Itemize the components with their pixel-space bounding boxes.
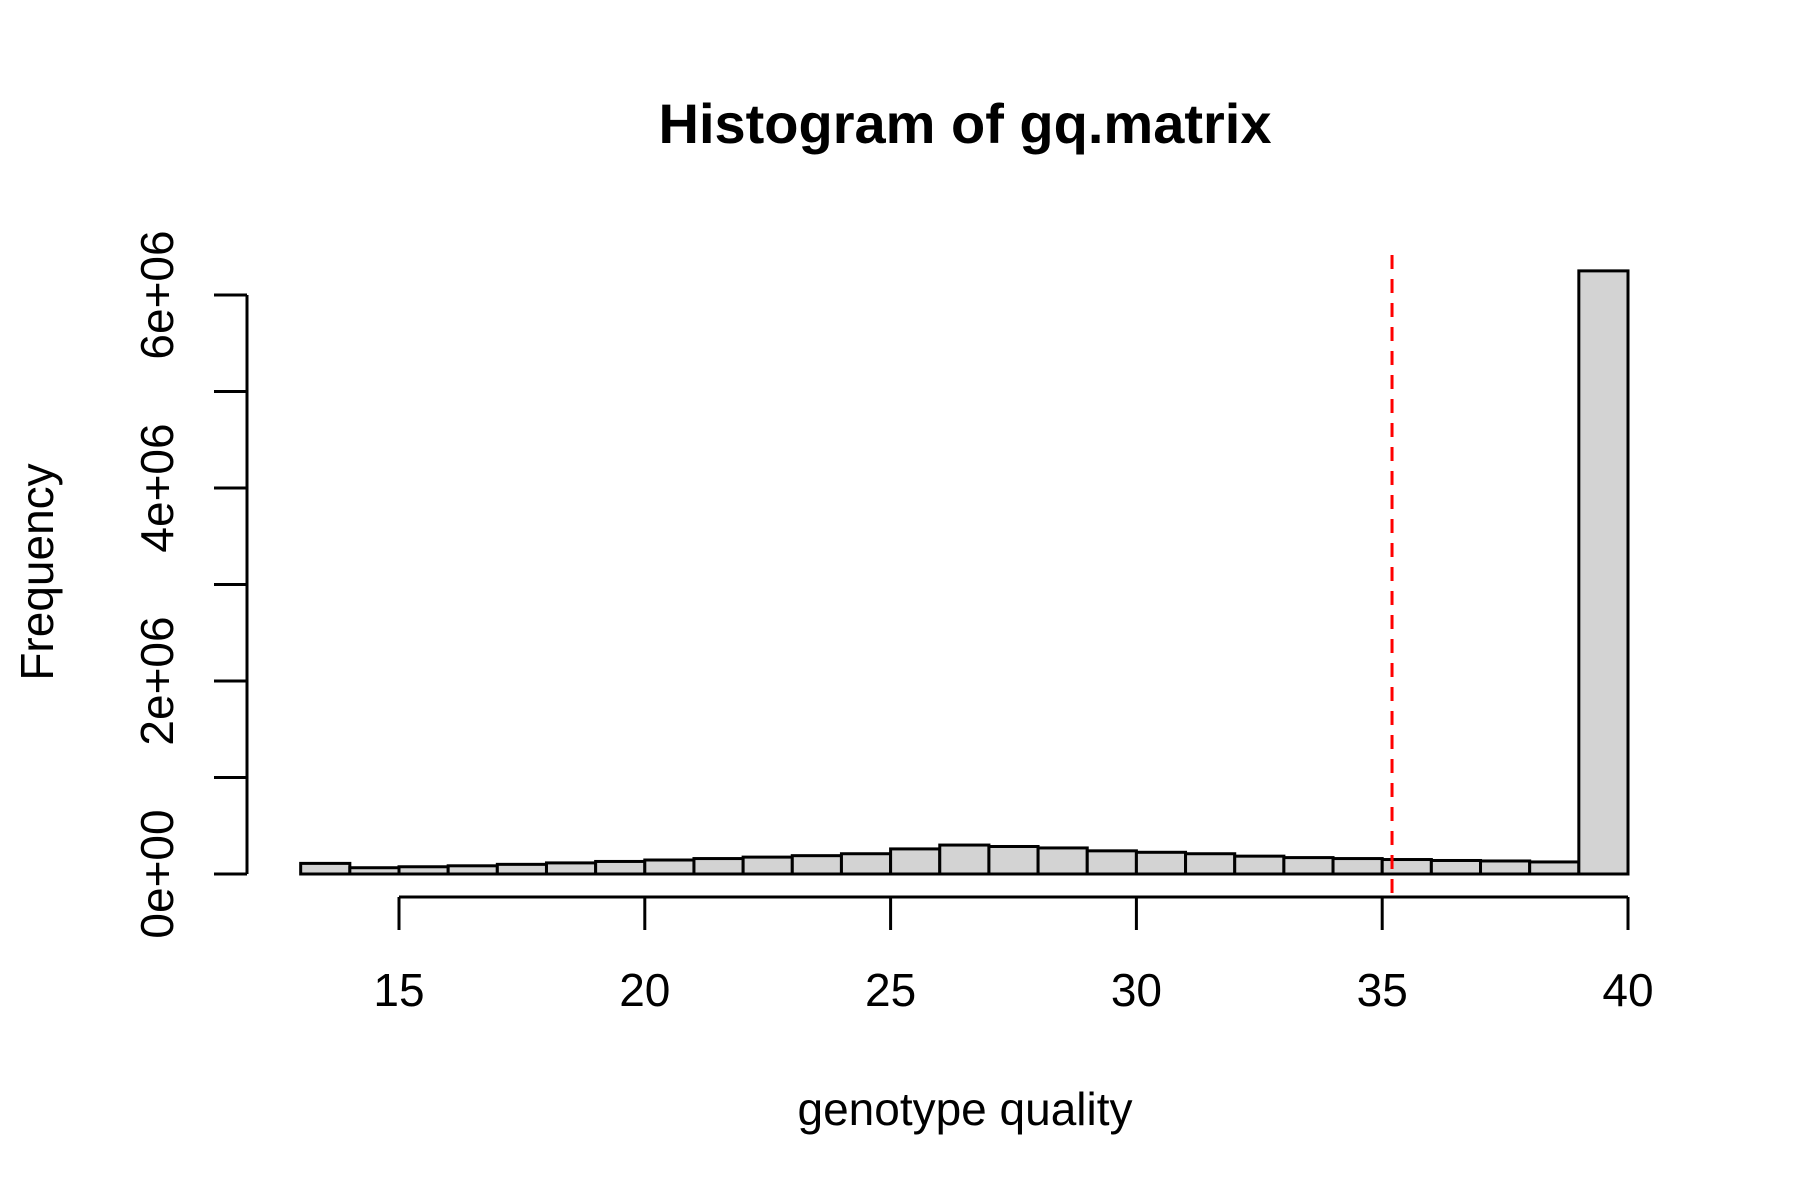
histogram-bar-15 [1036,846,1089,876]
y-tick-label-6: 6e+06 [131,230,183,359]
x-tick-label-4: 35 [1357,964,1408,1016]
histogram-bars [299,269,1630,876]
x-axis-label: genotype quality [797,1083,1132,1135]
x-tick-label-5: 40 [1602,964,1653,1016]
histogram-bar-0 [299,861,352,876]
y-tick-label-2: 2e+06 [131,616,183,745]
histogram-bar-21 [1331,857,1384,876]
histogram-bar-11 [839,852,893,876]
y-tick-label-4: 4e+06 [131,423,183,552]
histogram-bar-16 [1085,849,1138,876]
y-axis-label: Frequency [11,463,63,680]
histogram-bar-18 [1184,852,1237,876]
histogram-bar-24 [1479,859,1532,876]
x-axis: 15 20 25 30 35 40 [373,895,1654,1016]
histogram-bar-1 [348,866,401,876]
histogram-bar-13 [938,843,991,876]
histogram-bar-22 [1380,858,1433,876]
histogram-bar-26 [1577,269,1630,876]
histogram-bar-12 [889,847,942,876]
chart-title: Histogram of gq.matrix [659,92,1272,155]
histogram-bar-2 [397,865,450,876]
histogram-bar-5 [544,861,598,876]
x-tick-label-3: 30 [1111,964,1162,1016]
histogram-bar-10 [790,854,843,876]
histogram-bar-7 [643,858,696,876]
histogram-bar-9 [741,855,794,876]
histogram-bar-14 [987,844,1040,876]
histogram-bar-19 [1233,854,1286,876]
histogram-bar-3 [446,864,499,876]
y-axis: 0e+00 2e+06 4e+06 6e+06 [131,230,249,939]
histogram-bar-17 [1134,850,1188,876]
histogram-bar-8 [692,857,745,876]
histogram-bar-20 [1282,856,1335,876]
x-tick-label-2: 25 [865,964,916,1016]
histogram-bar-25 [1528,860,1581,876]
x-tick-label-1: 20 [619,964,670,1016]
x-tick-label-0: 15 [373,964,424,1016]
histogram-bar-4 [495,862,548,876]
y-tick-label-0: 0e+00 [131,809,183,938]
histogram-bar-6 [594,859,647,876]
histogram-bar-23 [1429,858,1483,876]
